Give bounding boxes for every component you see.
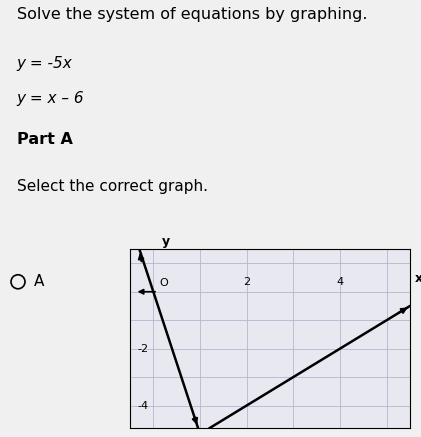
Text: 2: 2 [243, 277, 250, 288]
Text: -4: -4 [138, 400, 149, 410]
Text: y = x – 6: y = x – 6 [17, 90, 85, 106]
Text: 4: 4 [336, 277, 344, 288]
Text: Solve the system of equations by graphing.: Solve the system of equations by graphin… [17, 7, 368, 22]
Text: Select the correct graph.: Select the correct graph. [17, 179, 208, 194]
Text: Part A: Part A [17, 132, 73, 147]
Text: O: O [159, 278, 168, 288]
Text: x: x [415, 272, 421, 285]
Text: -2: -2 [138, 343, 149, 354]
Text: y = -5x: y = -5x [17, 56, 72, 71]
Text: A: A [34, 274, 44, 289]
Text: y: y [162, 235, 170, 248]
